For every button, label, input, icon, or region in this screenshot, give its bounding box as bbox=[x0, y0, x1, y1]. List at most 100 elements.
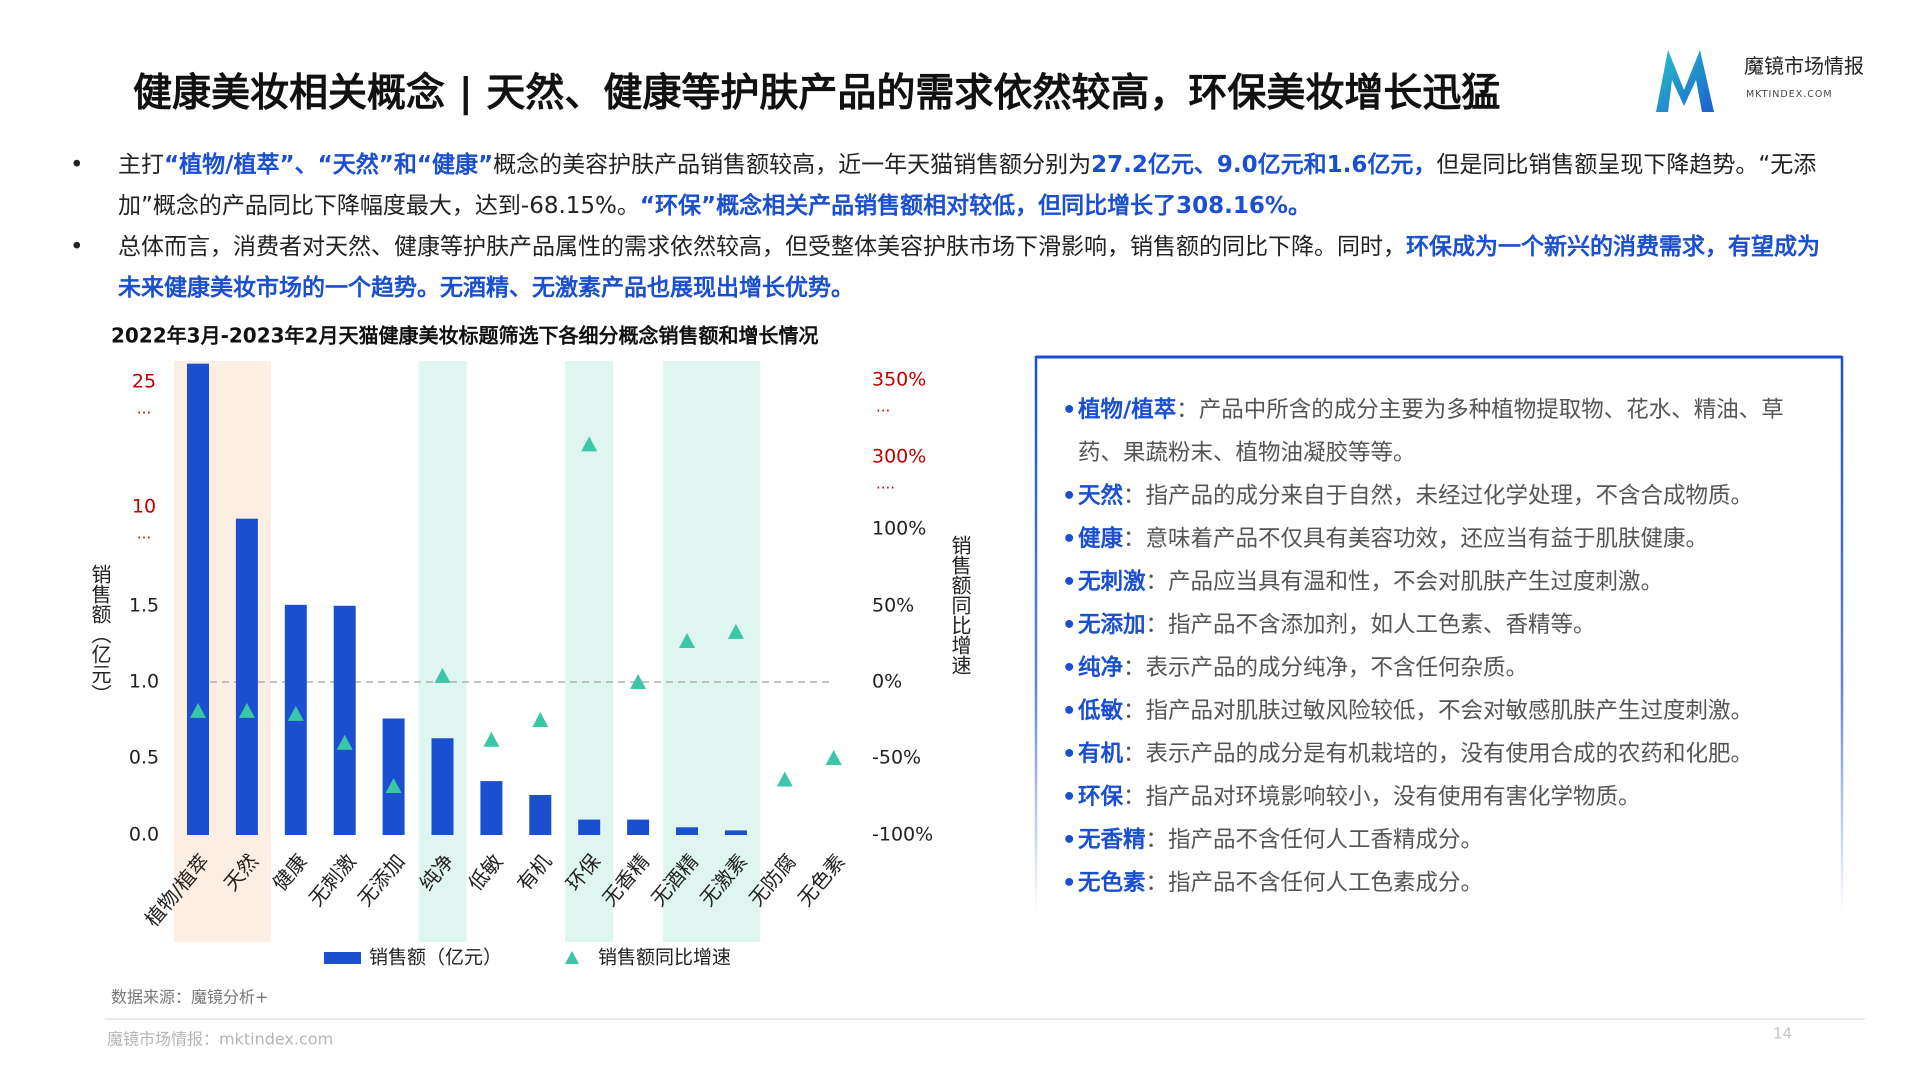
growth-marker bbox=[336, 734, 353, 750]
growth-marker bbox=[776, 771, 793, 787]
bar bbox=[724, 830, 747, 835]
bar bbox=[431, 738, 454, 835]
growth-marker bbox=[727, 623, 744, 639]
legend-label: 销售额同比增速 bbox=[598, 947, 731, 969]
definition-text: ：指产品对肌肤过敏风险较低，不会对敏感肌肤产生过度刺激。 bbox=[1123, 698, 1754, 724]
bullet-item: 总体而言，消费者对天然、健康等护肤产品属性的需求依然较高，但受整体美容护肤市场下… bbox=[70, 227, 1840, 309]
y-tick-label: 0.0 bbox=[129, 824, 159, 846]
definition-term: 环保 bbox=[1078, 784, 1124, 810]
axis-break-mark: ... bbox=[137, 525, 151, 543]
definition-text: ：表示产品的成分纯净，不含任何杂质。 bbox=[1123, 655, 1529, 681]
definition-term: 无刺激 bbox=[1078, 569, 1146, 595]
x-tick-label: 有机 bbox=[512, 849, 556, 895]
definition-item: 无香精：指产品不含任何人工香精成分。 bbox=[1062, 819, 1822, 862]
bar bbox=[627, 819, 650, 835]
body-text: 主打 bbox=[118, 152, 164, 178]
x-tick-label: 低敏 bbox=[463, 849, 507, 895]
growth-marker bbox=[385, 777, 402, 793]
definition-term: 有机 bbox=[1078, 741, 1124, 767]
emphasis-text: 27.2亿元、9.0亿元和1.6亿元， bbox=[1091, 152, 1437, 178]
axis-break-mark: ... bbox=[876, 398, 890, 416]
definition-text: ：指产品不含添加剂，如人工色素、香精等。 bbox=[1145, 612, 1596, 638]
growth-marker bbox=[532, 712, 549, 727]
definition-item: 健康：意味着产品不仅具有美容功效，还应当有益于肌肤健康。 bbox=[1062, 518, 1822, 561]
legend-label: 销售额（亿元） bbox=[369, 947, 502, 969]
bar bbox=[235, 518, 258, 835]
growth-marker bbox=[483, 731, 500, 747]
legend-swatch bbox=[565, 951, 579, 964]
highlight-band bbox=[418, 361, 467, 942]
definition-item: 植物/植萃：产品中所含的成分主要为多种植物提取物、花水、精油、草药、果蔬粉末、植… bbox=[1062, 389, 1822, 475]
definition-item: 无色素：指产品不含任何人工色素成分。 bbox=[1062, 862, 1822, 905]
bullet-list: 主打“植物/植萃”、“天然”和“健康”概念的美容护肤产品销售额较高，近一年天猫销… bbox=[70, 145, 1840, 309]
bar bbox=[529, 794, 552, 835]
definition-item: 无刺激：产品应当具有温和性，不会对肌肤产生过度刺激。 bbox=[1062, 561, 1822, 604]
chart: 2022年3月-2023年2月天猫健康美妆标题筛选下各细分概念销售额和增长情况 … bbox=[88, 324, 972, 1007]
bar bbox=[187, 363, 209, 835]
y2-tick-label: 0% bbox=[872, 671, 902, 693]
y-tick-label: 1.0 bbox=[129, 671, 159, 693]
bar bbox=[333, 605, 356, 835]
chart-title: 2022年3月-2023年2月天猫健康美妆标题筛选下各细分概念销售额和增长情况 bbox=[111, 324, 818, 348]
emphasis-text: “植物/植萃”、“天然”和“健康” bbox=[164, 152, 494, 178]
definition-text: ：产品应当具有温和性，不会对肌肤产生过度刺激。 bbox=[1145, 569, 1664, 595]
y2-axis-title: 销售额同比增速 bbox=[948, 535, 972, 675]
bar bbox=[676, 827, 698, 835]
legend-swatch bbox=[324, 952, 361, 964]
brand-site: MKTINDEX.COM bbox=[1746, 89, 1833, 100]
x-tick-label: 无添加 bbox=[353, 849, 410, 910]
y-tick-label: 10 bbox=[132, 496, 156, 518]
bar bbox=[480, 781, 503, 835]
slide-title: 健康美妆相关概念 | 天然、健康等护肤产品的需求依然较高，环保美妆增长迅猛 bbox=[133, 71, 1501, 116]
growth-marker bbox=[190, 702, 206, 718]
definition-term: 植物/植萃 bbox=[1078, 397, 1177, 423]
highlight-band bbox=[565, 361, 614, 942]
bullet-item: 主打“植物/植萃”、“天然”和“健康”概念的美容护肤产品销售额较高，近一年天猫销… bbox=[70, 145, 1840, 227]
bar bbox=[578, 819, 601, 835]
growth-marker bbox=[238, 702, 255, 718]
growth-marker bbox=[434, 667, 451, 683]
definition-item: 低敏：指产品对肌肤过敏风险较低，不会对敏感肌肤产生过度刺激。 bbox=[1062, 690, 1822, 733]
footer-text: 魔镜市场情报：mktindex.com bbox=[107, 1030, 333, 1049]
y-axis-title: 销售额（亿元） bbox=[88, 564, 112, 704]
definition-term: 健康 bbox=[1078, 526, 1124, 552]
logo-mark bbox=[1656, 50, 1714, 112]
chart-source: 数据来源：魔镜分析+ bbox=[111, 988, 268, 1007]
page-number: 14 bbox=[1773, 1025, 1792, 1043]
growth-marker bbox=[825, 750, 842, 765]
growth-marker bbox=[630, 674, 647, 689]
footer: 魔镜市场情报：mktindex.com 14 bbox=[105, 1018, 1865, 1049]
definition-text: ：意味着产品不仅具有美容功效，还应当有益于肌肤健康。 bbox=[1123, 526, 1709, 552]
definition-term: 无色素 bbox=[1078, 870, 1146, 896]
highlight-band bbox=[663, 361, 760, 942]
definition-item: 无添加：指产品不含添加剂，如人工色素、香精等。 bbox=[1062, 604, 1822, 647]
definition-text: ：指产品对环境影响较小，没有使用有害化学物质。 bbox=[1123, 784, 1641, 810]
y2-tick-label: 100% bbox=[872, 518, 926, 540]
y2-tick-label: -50% bbox=[872, 747, 921, 769]
x-tick-label: 无刺激 bbox=[304, 849, 361, 910]
y-tick-label: 0.5 bbox=[129, 747, 159, 769]
definition-list: 植物/植萃：产品中所含的成分主要为多种植物提取物、花水、精油、草药、果蔬粉末、植… bbox=[1062, 389, 1822, 905]
y-tick-label: 1.5 bbox=[129, 595, 159, 617]
definition-text: ：指产品不含任何人工色素成分。 bbox=[1145, 870, 1484, 896]
emphasis-text: “环保”概念相关产品销售额相对较低，但同比增长了308.16%。 bbox=[639, 193, 1311, 219]
emphasis-text: 环保成为一个新兴的消费需求，有望成为未来健康美妆市场的一个趋势。无酒精、无激素产… bbox=[118, 234, 1820, 301]
body-text: 概念的美容护肤产品销售额较高，近一年天猫销售额分别为 bbox=[493, 152, 1092, 178]
brand-logo: 魔镜市场情报 MKTINDEX.COM bbox=[1656, 50, 1864, 112]
body-text: 总体而言，消费者对天然、健康等护肤产品属性的需求依然较高，但受整体美容护肤市场下… bbox=[118, 234, 1406, 260]
growth-marker bbox=[679, 632, 695, 648]
axis-break-mark: ... bbox=[137, 400, 151, 418]
brand-name: 魔镜市场情报 bbox=[1744, 54, 1864, 78]
x-tick-label: 健康 bbox=[268, 849, 312, 895]
definition-term: 无添加 bbox=[1078, 612, 1146, 638]
definition-item: 纯净：表示产品的成分纯净，不含任何杂质。 bbox=[1062, 647, 1822, 690]
bar bbox=[382, 718, 405, 835]
y-tick-label: 25 bbox=[132, 371, 156, 393]
growth-marker bbox=[287, 705, 304, 721]
definition-term: 纯净 bbox=[1078, 655, 1124, 681]
definition-item: 天然：指产品的成分来自于自然，未经过化学处理，不含合成物质。 bbox=[1062, 475, 1822, 518]
definition-term: 天然 bbox=[1078, 483, 1124, 509]
x-tick-label: 无色素 bbox=[793, 849, 850, 910]
y2-tick-label: 300% bbox=[872, 446, 926, 468]
